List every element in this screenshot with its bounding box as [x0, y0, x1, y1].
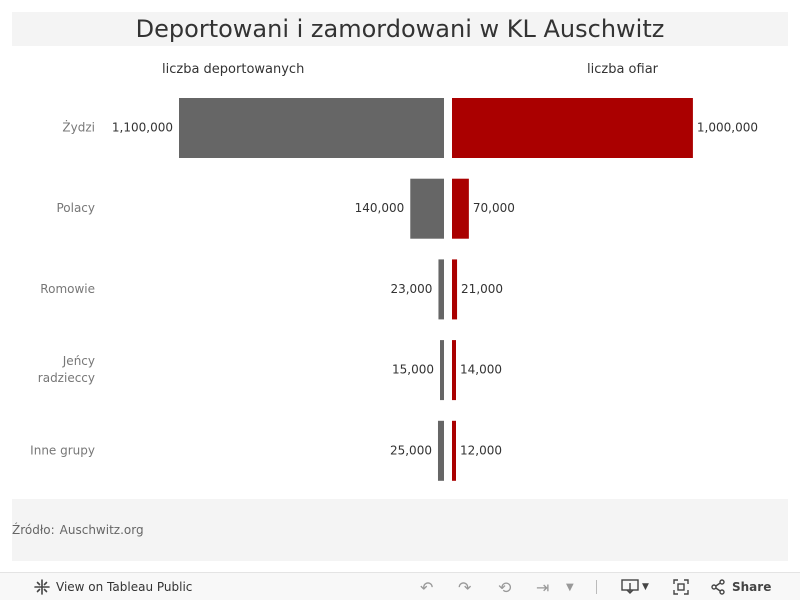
share-button[interactable]: Share	[710, 573, 771, 601]
category-label: Polacy	[56, 201, 95, 215]
source-label: Źródło:	[12, 523, 55, 537]
bar-victims	[452, 98, 693, 158]
fullscreen-glyph-icon	[673, 579, 689, 595]
download-dropdown-icon: ▼	[642, 582, 649, 592]
fullscreen-icon[interactable]	[673, 573, 689, 601]
revert-icon[interactable]: ⟲	[498, 577, 512, 597]
view-on-tableau-label: View on Tableau Public	[56, 580, 193, 594]
data-label-deported: 23,000	[390, 282, 432, 296]
source-value: Auschwitz.org	[59, 523, 144, 537]
data-label-victims: 21,000	[461, 282, 503, 296]
download-glyph-icon	[621, 579, 639, 594]
category-label: Inne grupy	[30, 443, 95, 457]
category-label: Żydzi	[62, 120, 95, 135]
header-deported: liczba deportowanych	[162, 62, 305, 77]
data-label-deported: 140,000	[355, 201, 405, 215]
bar-deported	[440, 340, 444, 401]
data-label-victims: 1,000,000	[697, 121, 758, 135]
bar-deported	[437, 420, 444, 481]
butterfly-chart: 1,100,000 1,000,000 Żydzi 140,000 70,000 Pola…	[30, 98, 758, 481]
redo-icon[interactable]: ↷	[458, 577, 472, 597]
header-victims: liczba ofiar	[587, 62, 658, 77]
category-label: radzieccy	[38, 371, 95, 385]
view-on-tableau-link[interactable]: View on Tableau Public	[34, 573, 192, 601]
data-label-deported: 15,000	[392, 363, 434, 377]
tableau-icon	[34, 579, 50, 595]
title-bar: Deportowani i zamordowani w KL Auschwitz	[12, 12, 788, 46]
refresh-dropdown-icon[interactable]: ▼	[566, 581, 574, 593]
data-label-deported: 1,100,000	[112, 121, 173, 135]
undo-icon[interactable]: ↶	[420, 577, 434, 597]
share-icon	[711, 579, 725, 595]
chart-title: Deportowani i zamordowani w KL Auschwitz	[135, 15, 665, 43]
bar-deported	[438, 259, 444, 320]
bar-deported	[179, 98, 444, 158]
category-label: Romowie	[40, 282, 95, 296]
data-label-deported: 25,000	[390, 443, 432, 457]
bar-deported	[410, 178, 444, 239]
source-panel: Źródło: Auschwitz.org	[12, 499, 788, 561]
refresh-icon[interactable]: ⇥	[536, 577, 550, 597]
toolbar-divider	[596, 573, 597, 601]
data-label-victims: 14,000	[460, 363, 502, 377]
data-label-victims: 70,000	[473, 201, 515, 215]
data-label-victims: 12,000	[460, 443, 502, 457]
bar-victims	[452, 178, 469, 239]
bar-victims	[452, 259, 458, 320]
share-label: Share	[732, 580, 772, 594]
bar-victims	[452, 340, 456, 401]
source-note: Źródło: Auschwitz.org	[12, 523, 144, 537]
bar-victims	[452, 420, 456, 481]
tableau-toolbar: View on Tableau Public ↶ ↷ ⟲ ⇥ ▼ ▼	[0, 572, 800, 600]
category-label: Jeńcy	[62, 354, 95, 368]
download-icon[interactable]: ▼	[621, 573, 649, 601]
